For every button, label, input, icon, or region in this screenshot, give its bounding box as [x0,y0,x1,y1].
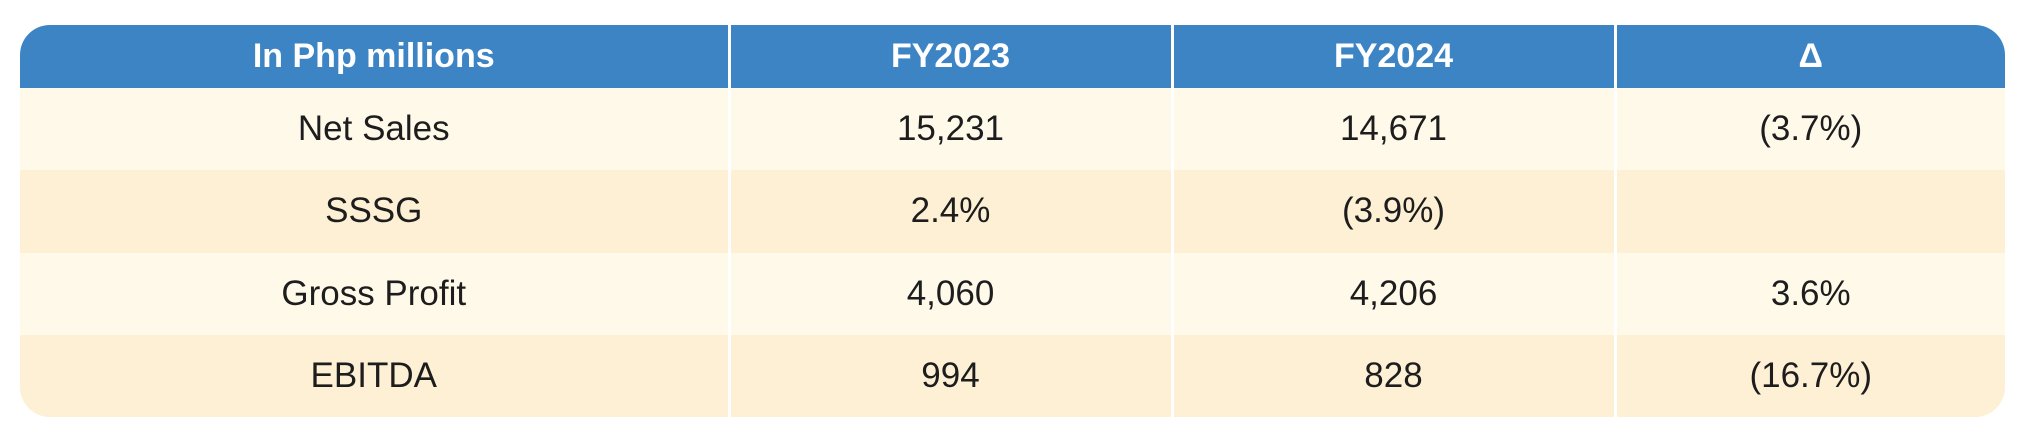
row-label: Net Sales [20,88,729,171]
table-row: Net Sales 15,231 14,671 (3.7%) [20,88,2005,171]
delta-value: (3.7%) [1613,88,2005,171]
financial-table: In Php millions FY2023 FY2024 Δ Net Sale… [20,25,2005,417]
delta-value: 3.6% [1613,252,2005,335]
row-label: Gross Profit [20,252,729,335]
financial-summary-table: In Php millions FY2023 FY2024 Δ Net Sale… [20,25,2005,417]
fy2023-value: 4,060 [727,252,1172,335]
column-header-fy2023: FY2023 [727,25,1172,88]
row-label: SSSG [20,170,729,253]
column-header-delta: Δ [1613,25,2005,88]
fy2024-value: 14,671 [1170,88,1615,171]
table-row: EBITDA 994 828 (16.7%) [20,334,2005,417]
column-header-fy2024: FY2024 [1170,25,1615,88]
header-row: In Php millions FY2023 FY2024 Δ [20,25,2005,88]
row-label: EBITDA [20,334,729,417]
fy2024-value: 828 [1170,334,1615,417]
fy2024-value: (3.9%) [1170,170,1615,253]
fy2023-value: 15,231 [727,88,1172,171]
table-row: Gross Profit 4,060 4,206 3.6% [20,252,2005,335]
column-header-metric: In Php millions [20,25,729,88]
fy2023-value: 2.4% [727,170,1172,253]
fy2024-value: 4,206 [1170,252,1615,335]
fy2023-value: 994 [727,334,1172,417]
delta-value [1613,170,2005,253]
table-row: SSSG 2.4% (3.9%) [20,170,2005,253]
delta-value: (16.7%) [1613,334,2005,417]
